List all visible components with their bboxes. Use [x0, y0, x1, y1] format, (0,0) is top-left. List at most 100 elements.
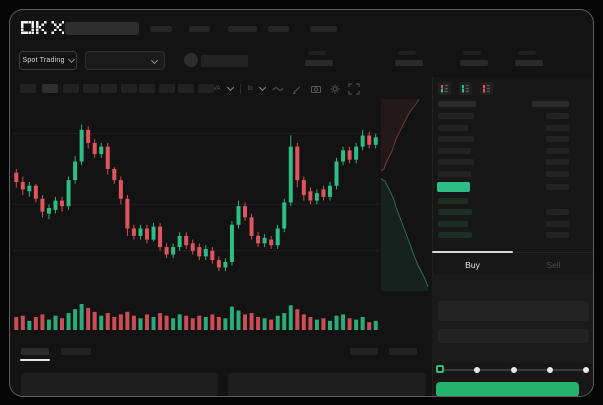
candle: [190, 243, 195, 251]
chart-tab-active[interactable]: [21, 348, 49, 355]
last-price-amount: [546, 184, 569, 190]
ask-amount: [546, 159, 569, 165]
candle: [66, 180, 71, 207]
chart-option[interactable]: [389, 348, 417, 355]
timeframe-button[interactable]: [42, 84, 58, 93]
candle: [223, 261, 228, 268]
settings-icon[interactable]: [329, 83, 341, 95]
nav-item[interactable]: [310, 26, 337, 32]
depth-chart: [381, 99, 429, 291]
slider-stop[interactable]: [546, 367, 553, 373]
candle: [118, 180, 123, 199]
nav-item[interactable]: [150, 26, 172, 32]
price-input[interactable]: [438, 301, 589, 321]
pair-title-placeholder: [201, 55, 248, 67]
book-asks-icon[interactable]: [480, 82, 493, 95]
timeframe-button[interactable]: [159, 84, 175, 93]
slider-stop[interactable]: [474, 367, 481, 373]
market-type-dropdown[interactable]: Spot Trading: [19, 51, 77, 70]
buy-tab-indicator: [432, 251, 513, 253]
okx-logo[interactable]: [21, 21, 65, 34]
ask-price[interactable]: [438, 159, 474, 165]
chart-option[interactable]: [350, 348, 378, 355]
candle: [341, 150, 346, 162]
search-input[interactable]: [65, 22, 139, 35]
bottom-panel-left: [21, 373, 218, 396]
candle: [131, 228, 136, 236]
ask-price[interactable]: [438, 136, 474, 142]
candle: [216, 260, 221, 268]
line-style-icon[interactable]: [272, 83, 284, 95]
amount-slider-handle[interactable]: [436, 365, 444, 373]
ask-price[interactable]: [438, 113, 474, 119]
timeframe-button[interactable]: [121, 84, 137, 93]
candle: [354, 146, 359, 160]
candle: [46, 208, 51, 214]
stat-label: [398, 51, 416, 55]
timeframe-button[interactable]: [139, 84, 155, 93]
timeframe-button[interactable]: [198, 84, 214, 93]
candle: [138, 228, 143, 236]
bid-amount: [546, 220, 569, 227]
app-window: Spot Trading VA Ib: [9, 9, 594, 397]
overlay-dropdown[interactable]: VA: [213, 85, 221, 92]
candle: [27, 185, 32, 192]
slider-stop[interactable]: [510, 367, 517, 373]
chart-tools: VA Ib: [213, 82, 360, 95]
candle: [177, 235, 182, 248]
amount-input[interactable]: [438, 329, 589, 343]
candle: [79, 129, 84, 162]
candle: [105, 146, 110, 169]
camera-icon[interactable]: [310, 83, 322, 95]
candle: [197, 247, 202, 257]
chevron-down-icon: [150, 56, 159, 65]
last-price-bar: [437, 182, 470, 192]
candle: [86, 129, 91, 143]
slider-stop[interactable]: [583, 367, 589, 373]
stat-label: [518, 51, 536, 55]
chart-tab[interactable]: [61, 348, 91, 355]
candle: [40, 198, 45, 212]
bid-price[interactable]: [438, 231, 472, 238]
book-combined-icon[interactable]: [438, 82, 451, 95]
timeframe-button[interactable]: [63, 84, 79, 93]
indicator-dropdown[interactable]: Ib: [247, 85, 253, 92]
ob-header-amount: [532, 101, 569, 107]
tab-sell[interactable]: Sell: [546, 260, 561, 270]
candlestick-chart[interactable]: [13, 97, 379, 293]
bid-price[interactable]: [438, 198, 468, 204]
active-tab-underline: [20, 359, 50, 361]
draw-icon[interactable]: [291, 83, 303, 95]
ask-price[interactable]: [438, 124, 468, 131]
candle: [373, 137, 378, 145]
candle: [295, 146, 300, 181]
chevron-down-icon: [226, 83, 234, 92]
timeframe-button[interactable]: [83, 84, 99, 93]
bid-amount: [546, 209, 569, 216]
candle: [256, 235, 261, 244]
candle: [229, 224, 234, 262]
stat-label: [463, 51, 481, 55]
ask-amount: [546, 113, 569, 119]
book-bids-icon[interactable]: [459, 82, 472, 95]
timeframe-button[interactable]: [178, 84, 194, 93]
stat-label: [308, 51, 326, 55]
tab-buy[interactable]: Buy: [465, 260, 480, 270]
pair-selector-dropdown[interactable]: [85, 51, 165, 70]
pair-coin-avatar: [184, 53, 198, 67]
nav-item[interactable]: [189, 26, 210, 32]
nav-item[interactable]: [268, 26, 289, 32]
bid-price[interactable]: [438, 220, 468, 227]
candle: [112, 168, 117, 181]
bid-price[interactable]: [438, 209, 472, 216]
ask-price[interactable]: [438, 170, 471, 177]
buy-submit-button[interactable]: [436, 382, 579, 396]
timeframe-button[interactable]: [101, 84, 117, 93]
fullscreen-icon[interactable]: [348, 83, 360, 95]
candle: [249, 217, 254, 236]
candle: [99, 146, 104, 155]
ask-price[interactable]: [438, 147, 471, 154]
nav-item[interactable]: [228, 26, 257, 32]
stat-value: [395, 60, 423, 66]
timeframe-button[interactable]: [20, 84, 36, 93]
